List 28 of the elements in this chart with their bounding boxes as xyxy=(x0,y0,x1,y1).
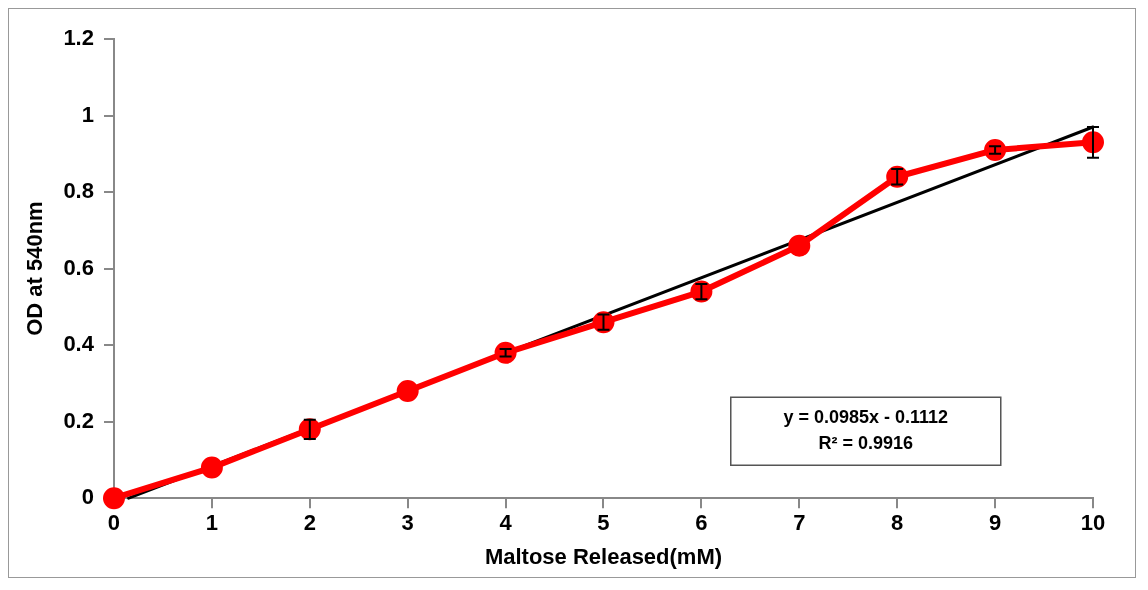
point xyxy=(984,138,1007,161)
x-tick-label: 7 xyxy=(793,510,806,536)
y-tick-label: 0 xyxy=(81,484,94,510)
x-tick-label: 5 xyxy=(597,510,610,536)
point xyxy=(396,380,419,403)
x-tick-label: 4 xyxy=(499,510,513,536)
x-tick-label: 3 xyxy=(401,510,414,536)
x-tick-label: 2 xyxy=(303,510,316,536)
point xyxy=(494,341,517,364)
y-tick-label: 0.4 xyxy=(63,331,95,357)
x-tick-label: 9 xyxy=(988,510,1002,536)
annotation: y = 0.0985x - 0.1112 xyxy=(783,407,949,428)
y-tick-label: 1 xyxy=(81,101,94,127)
y-tick-label: 0.2 xyxy=(63,407,94,433)
x-tick-label: 6 xyxy=(695,510,708,536)
x-tick-label: 10 xyxy=(1080,510,1106,536)
point xyxy=(102,487,125,510)
point xyxy=(200,456,223,479)
annotation: R² = 0.9916 xyxy=(818,433,914,454)
point xyxy=(788,234,811,257)
y-tick-label: 1.2 xyxy=(63,25,94,51)
x-tick-label: 8 xyxy=(891,510,904,536)
x-axis-title: Maltose Released(mM) xyxy=(484,543,723,569)
y-tick-label: 0.6 xyxy=(63,254,94,280)
x-tick-label: 0 xyxy=(107,510,121,536)
y-tick-label: 0.8 xyxy=(63,178,94,204)
x-tick-label: 1 xyxy=(205,510,219,536)
y-axis-title: OD at 540nm xyxy=(22,201,48,336)
